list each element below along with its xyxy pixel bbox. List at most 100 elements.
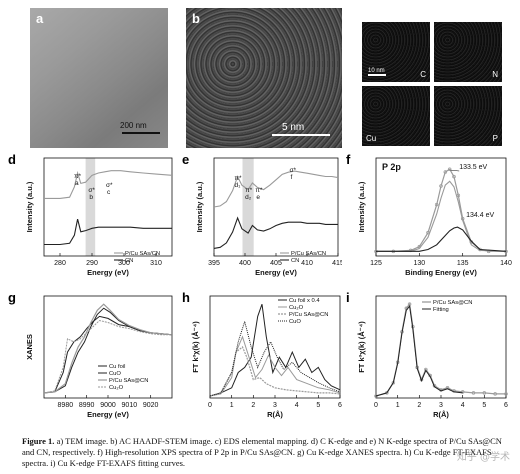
x-tick-label: 300 [118,260,130,267]
panel-label-i: i [346,290,350,305]
annotation: f [291,174,293,181]
y-axis-label: FT k³χ(k) (Å⁻⁴) [191,321,200,373]
x-tick-label: 280 [54,260,66,267]
series-line-1 [375,304,463,397]
series-line-2 [209,346,341,397]
panel-label-g: g [8,290,16,305]
eds-label-n: N [492,70,498,79]
annotation: c [107,189,111,196]
eds-label-p: P [492,134,498,143]
x-axis-label: Energy (eV) [255,268,297,277]
eds-map-n: N [434,22,502,82]
legend-label: P/Cu SAs/CN [125,251,160,257]
series-line-0 [375,302,506,397]
ft-exafs-chart: 0 1 2 3 4 5 6 R(Å) FT k³χ(k) (Å⁻⁴) Cu foil x 0.4 C… [186,290,346,430]
x-tick-label: 395 [208,260,220,267]
data-point [460,390,465,394]
watermark: 知乎 @学术 [456,452,510,463]
legend-label: P/Cu SAs/CN [291,251,326,257]
series-line-1 [209,335,341,397]
x-tick-label: 3 [273,402,277,409]
chart-h-svg: 0 1 2 3 4 5 6R(Å)FT k³χ(k) (Å⁻⁴)Cu foil x 0.4C… [191,295,342,419]
y-axis-label: Intensity (a.u.) [357,181,366,232]
chart-title: P 2p [382,162,401,172]
exafs-fitting-chart: 0 1 2 3 4 5 6 R(Å) FT k³χ(k) (Å⁻⁴) P/Cu SAs@CN Fit… [352,290,512,430]
scale-bar-c [368,74,386,76]
x-tick-label: 1 [396,402,400,409]
annotation: a [75,180,79,187]
plot-frame [375,157,507,257]
x-tick-label: 4 [461,402,465,409]
plot-frame [43,157,173,257]
edge-band [242,158,254,256]
legend-label: CuO [109,371,121,377]
legend-label: P/Cu SAs@CN [109,378,148,384]
panel-label-f: f [346,152,351,167]
scale-text-c: 10 nm [368,68,385,74]
caption-text: a) TEM image. b) AC HAADF-STEM image. c)… [22,436,502,468]
data-point [493,392,497,396]
series-line-0 [43,315,173,394]
data-point [452,174,456,179]
x-tick-label: 410 [301,260,313,267]
tem-image: a 200 nm [30,8,168,148]
legend-label: Cu foil [109,364,125,370]
series-line-1 [43,307,173,394]
legend-label: CN [291,258,299,264]
x-tick-label: 290 [86,260,98,267]
data-point [504,392,508,396]
chart-i-svg: 0 1 2 3 4 5 6 R(Å) FT k³χ(k) (Å⁻⁴) P/Cu SAs@CNFit… [357,295,508,419]
data-point [434,202,439,207]
x-tick-label: 135 [457,260,469,267]
x-tick-label: 130 [413,260,425,267]
x-tick-label: 6 [504,402,508,409]
scale-bar-b [272,134,330,136]
x-tick-label: 9000 [100,402,116,409]
x-tick-label: 0 [374,402,378,409]
scale-text-a: 200 nm [120,121,147,130]
plot-frame [213,157,339,257]
eds-mapping: c 10 nm C N Cu P [358,8,508,148]
x-tick-label: 2 [417,402,421,409]
eds-label-c: C [420,70,426,79]
legend-label: Cu foil x 0.4 [289,298,320,304]
annotation: π* [255,187,262,194]
scale-bar-a [122,132,160,134]
annotation: σ* [106,182,113,189]
data-point [482,391,487,395]
x-tick-label: 310 [150,260,162,267]
chart-d-svg: 280 290 300 310 Energy (eV) Intensity (a.u.) π… [25,157,173,277]
chart-f-svg: 125 130 135 140 Binding Energy (eV) Intensity… [357,157,512,277]
xanes-chart: 8980 8990 9000 9010 9020 Energy (eV) XANES Cu f… [18,290,178,430]
legend-label: Cu₂O [289,305,304,311]
x-tick-label: 8990 [79,402,95,409]
x-axis-label: Binding Energy (eV) [405,268,477,277]
series-line-2 [376,226,507,252]
legend-label: Cu₂O [109,385,124,391]
chart-g-svg: 8980 8990 9000 9010 9020 Energy (eV) XANES Cu f… [25,295,173,419]
x-axis-label: R(Å) [433,410,449,419]
x-tick-label: 2 [251,402,255,409]
edge-band [85,158,96,256]
xps-p2p-chart: 125 130 135 140 Binding Energy (eV) Intensity… [352,152,512,292]
x-tick-label: 125 [370,260,382,267]
panel-label-a: a [36,11,44,26]
eds-map-cu: Cu [362,86,430,146]
n-k-edge-chart: 395 400 405 410 415 Energy (eV) Intensity (a.u… [190,152,344,292]
series-line-0 [209,304,341,397]
haadf-stem-image: b 5 nm [186,8,342,148]
annotation: σ* [88,187,95,194]
x-tick-label: 9020 [143,402,159,409]
panel-label-d: d [8,152,16,167]
series-line-0 [376,168,506,252]
annotation: d₂ [245,194,252,201]
y-axis-label: XANES [25,334,34,360]
x-axis-label: Energy (eV) [87,268,129,277]
legend-label: Fitting [433,307,449,313]
x-tick-label: 415 [332,260,342,267]
eds-label-cu: Cu [366,134,377,143]
annotation: σ* [290,167,297,174]
annotation: π* [74,173,81,180]
data-point [447,167,452,171]
chart-e-svg: 395 400 405 410 415 Energy (eV) Intensity (a.u… [195,157,344,277]
